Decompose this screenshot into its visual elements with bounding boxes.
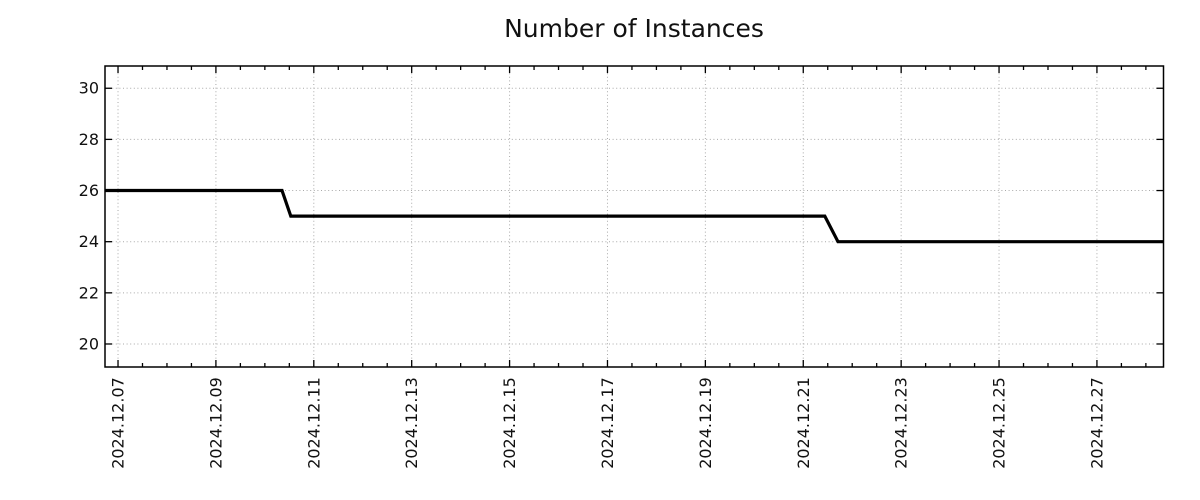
y-tick-label: 30	[79, 79, 99, 98]
x-tick-label: 2024.12.17	[598, 377, 617, 469]
y-tick-label: 20	[79, 334, 99, 353]
y-tick-label: 22	[79, 283, 99, 302]
x-tick-label: 2024.12.23	[892, 377, 911, 469]
y-tick-label: 26	[79, 181, 99, 200]
x-tick-label: 2024.12.13	[402, 377, 421, 469]
x-tick-label: 2024.12.25	[990, 377, 1009, 469]
x-tick-label: 2024.12.07	[109, 377, 128, 469]
chart-title: Number of Instances	[504, 14, 764, 43]
y-tick-label: 24	[79, 232, 99, 251]
y-tick-label: 28	[79, 130, 99, 149]
x-tick-label: 2024.12.19	[696, 377, 715, 469]
x-tick-label: 2024.12.11	[304, 377, 323, 469]
x-tick-label: 2024.12.15	[500, 377, 519, 469]
x-tick-label: 2024.12.09	[206, 377, 225, 469]
axes-border	[104, 65, 1165, 368]
x-tick-label: 2024.12.21	[794, 377, 813, 469]
x-tick-label: 2024.12.27	[1087, 377, 1106, 469]
series-line-instance-count	[105, 188, 1164, 244]
